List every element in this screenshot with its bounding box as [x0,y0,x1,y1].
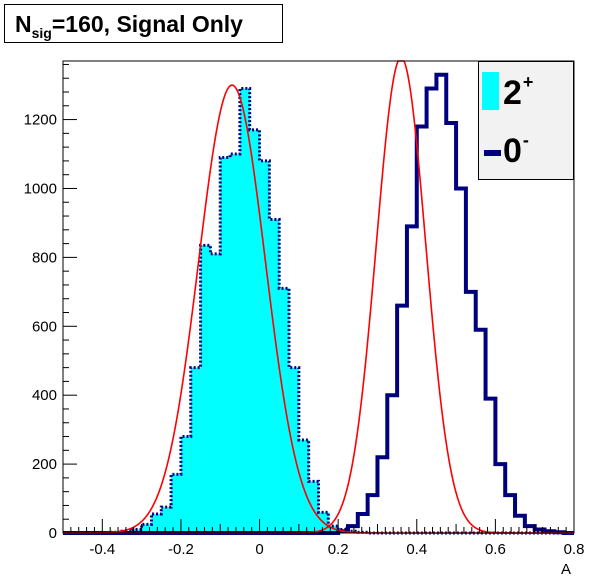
x-tick-label: 0 [255,541,263,558]
bar-2plus [190,367,201,533]
chart-title-box: Nsig=160, Signal Only [4,4,283,43]
x-tick-label: -0.2 [168,541,194,558]
chart-title: Nsig=160, Signal Only [15,11,243,41]
bar-2plus [171,474,182,533]
bar-2plus [308,481,319,533]
bar-2plus [151,514,162,533]
bar-2plus [239,88,251,533]
chart-title-subscript: sig [31,25,52,41]
legend-label-2plus: 2+ [503,72,534,112]
x-tick-label: 0.4 [406,541,427,558]
bar-2plus [279,288,290,533]
bar-2plus [230,154,241,533]
x-tick-label: -0.4 [89,541,115,558]
x-axis-label: A [561,561,571,578]
y-tick-label: 400 [32,387,57,404]
plot-frame [62,60,575,534]
bar-2plus [269,219,280,533]
y-tick-label: 800 [32,249,57,266]
legend-label-0minus: 0- [503,130,529,170]
y-tick-label: 0 [49,525,57,542]
bar-2plus [141,524,152,533]
y-tick-label: 200 [32,456,57,473]
x-tick-label: 0.2 [328,541,349,558]
bar-2plus [161,507,172,533]
legend-swatch-0minus [484,150,501,156]
bar-2plus [328,526,339,533]
legend: 2+ 0- [478,61,574,180]
x-tick-label: 0.8 [564,541,585,558]
bar-2plus [249,129,260,534]
x-tick-label: 0.6 [485,541,506,558]
y-tick-label: 1000 [24,180,57,197]
bar-2plus [220,157,231,533]
y-tick-label: 1200 [24,112,57,129]
y-tick-label: 600 [32,318,57,335]
bar-2plus [180,436,192,533]
bar-2plus [210,253,221,533]
bar-2plus [259,160,270,533]
bar-2plus [200,245,211,533]
legend-swatch-2plus [482,72,499,110]
